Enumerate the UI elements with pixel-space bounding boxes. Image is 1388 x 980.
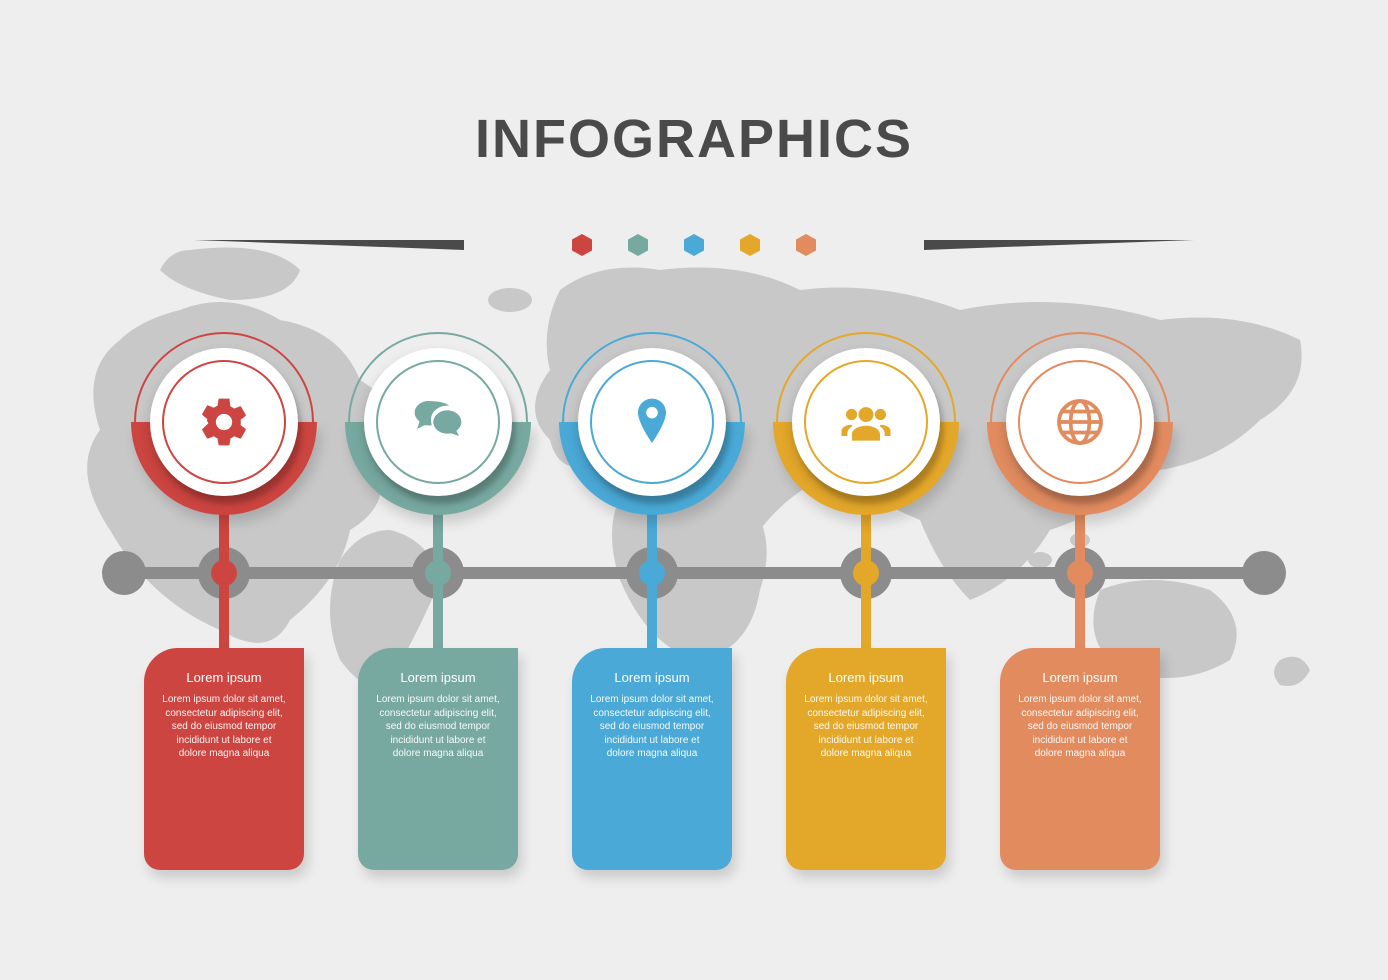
divider-hex xyxy=(684,234,704,256)
infographic-canvas: INFOGRAPHICS Lorem ipsum Lorem ipsum dolo… xyxy=(0,0,1388,980)
connector-stem-bottom xyxy=(861,573,871,648)
divider-row xyxy=(0,234,1388,256)
chat-icon xyxy=(410,394,466,450)
connector-stem-top xyxy=(219,509,229,573)
info-card: Lorem ipsum Lorem ipsum dolor sit amet, c… xyxy=(572,648,732,870)
info-card-title: Lorem ipsum xyxy=(162,670,286,685)
info-card-body: Lorem ipsum dolor sit amet, consectetur … xyxy=(1018,693,1142,761)
divider-wedge-right xyxy=(924,240,1194,250)
connector-stem-top xyxy=(647,509,657,573)
info-card: Lorem ipsum Lorem ipsum dolor sit amet, c… xyxy=(1000,648,1160,870)
divider-hex xyxy=(572,234,592,256)
info-card-body: Lorem ipsum dolor sit amet, consectetur … xyxy=(590,693,714,761)
connector-stem-bottom xyxy=(1075,573,1085,648)
gear-icon xyxy=(196,394,252,450)
connector-stem-bottom xyxy=(219,573,229,648)
connector-stem-top xyxy=(861,509,871,573)
connector-stem-top xyxy=(1075,509,1085,573)
info-card-title: Lorem ipsum xyxy=(804,670,928,685)
globe-icon xyxy=(1052,394,1108,450)
connector-stem-top xyxy=(433,509,443,573)
info-card-body: Lorem ipsum dolor sit amet, consectetur … xyxy=(376,693,500,761)
info-card-title: Lorem ipsum xyxy=(590,670,714,685)
info-card-title: Lorem ipsum xyxy=(376,670,500,685)
info-card-body: Lorem ipsum dolor sit amet, consectetur … xyxy=(804,693,928,761)
info-card: Lorem ipsum Lorem ipsum dolor sit amet, c… xyxy=(786,648,946,870)
people-icon xyxy=(838,394,894,450)
divider-hex xyxy=(740,234,760,256)
timeline-end-dot-left xyxy=(102,551,146,595)
info-card-body: Lorem ipsum dolor sit amet, consectetur … xyxy=(162,693,286,761)
page-title: INFOGRAPHICS xyxy=(0,108,1388,170)
pin-icon xyxy=(624,394,680,450)
connector-stem-bottom xyxy=(647,573,657,648)
divider-wedge-left xyxy=(194,240,464,250)
connector-stem-bottom xyxy=(433,573,443,648)
info-card-title: Lorem ipsum xyxy=(1018,670,1142,685)
divider-hex xyxy=(796,234,816,256)
divider-hex xyxy=(628,234,648,256)
timeline-end-dot-right xyxy=(1242,551,1286,595)
info-card: Lorem ipsum Lorem ipsum dolor sit amet, c… xyxy=(358,648,518,870)
info-card: Lorem ipsum Lorem ipsum dolor sit amet, c… xyxy=(144,648,304,870)
